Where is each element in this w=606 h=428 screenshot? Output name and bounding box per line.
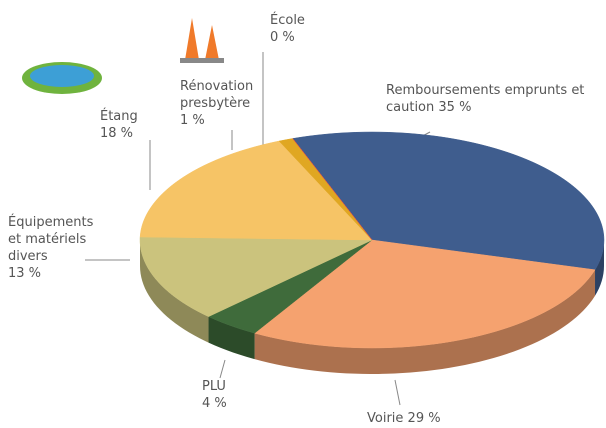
cone-icon: [180, 18, 224, 63]
slice-side: [595, 240, 604, 296]
slice-side: [254, 269, 596, 374]
slice-label: Voirie 29 %: [367, 410, 487, 427]
value-label: 35 %: [438, 100, 472, 115]
slice: [139, 140, 373, 241]
slice: [254, 239, 596, 349]
slice-side: [140, 240, 209, 343]
category-name: Rénovation presbytère: [180, 79, 254, 111]
category-name: Étang: [100, 109, 138, 124]
pie-top: [139, 131, 605, 349]
slice-label: Équipements et matériels divers 13 %: [8, 214, 108, 282]
category-name: Voirie: [367, 411, 404, 426]
value-label: 13 %: [8, 266, 42, 281]
value-label: 0 %: [270, 30, 295, 45]
value-label: 1 %: [180, 113, 205, 128]
value-label: 18 %: [100, 126, 134, 141]
pie-sides: [140, 240, 604, 374]
category-name: Équipements et matériels divers: [8, 215, 94, 264]
slice-label: École 0 %: [270, 12, 330, 46]
slice: [292, 131, 605, 271]
slice-label: Rénovation presbytère 1 %: [180, 78, 270, 129]
category-name: Remboursements emprunts et caution: [386, 83, 585, 115]
slice: [139, 236, 373, 317]
slice-label: Étang 18 %: [100, 108, 160, 142]
slice-side: [208, 316, 255, 360]
category-name: École: [270, 13, 305, 28]
slice-label: Remboursements emprunts et caution 35 %: [386, 82, 586, 116]
slice: [207, 239, 373, 334]
value-label: 29 %: [407, 411, 441, 426]
slice-label: PLU 4 %: [202, 378, 262, 412]
category-name: PLU: [202, 379, 226, 394]
value-label: 4 %: [202, 396, 227, 411]
pond-icon: [22, 62, 102, 94]
